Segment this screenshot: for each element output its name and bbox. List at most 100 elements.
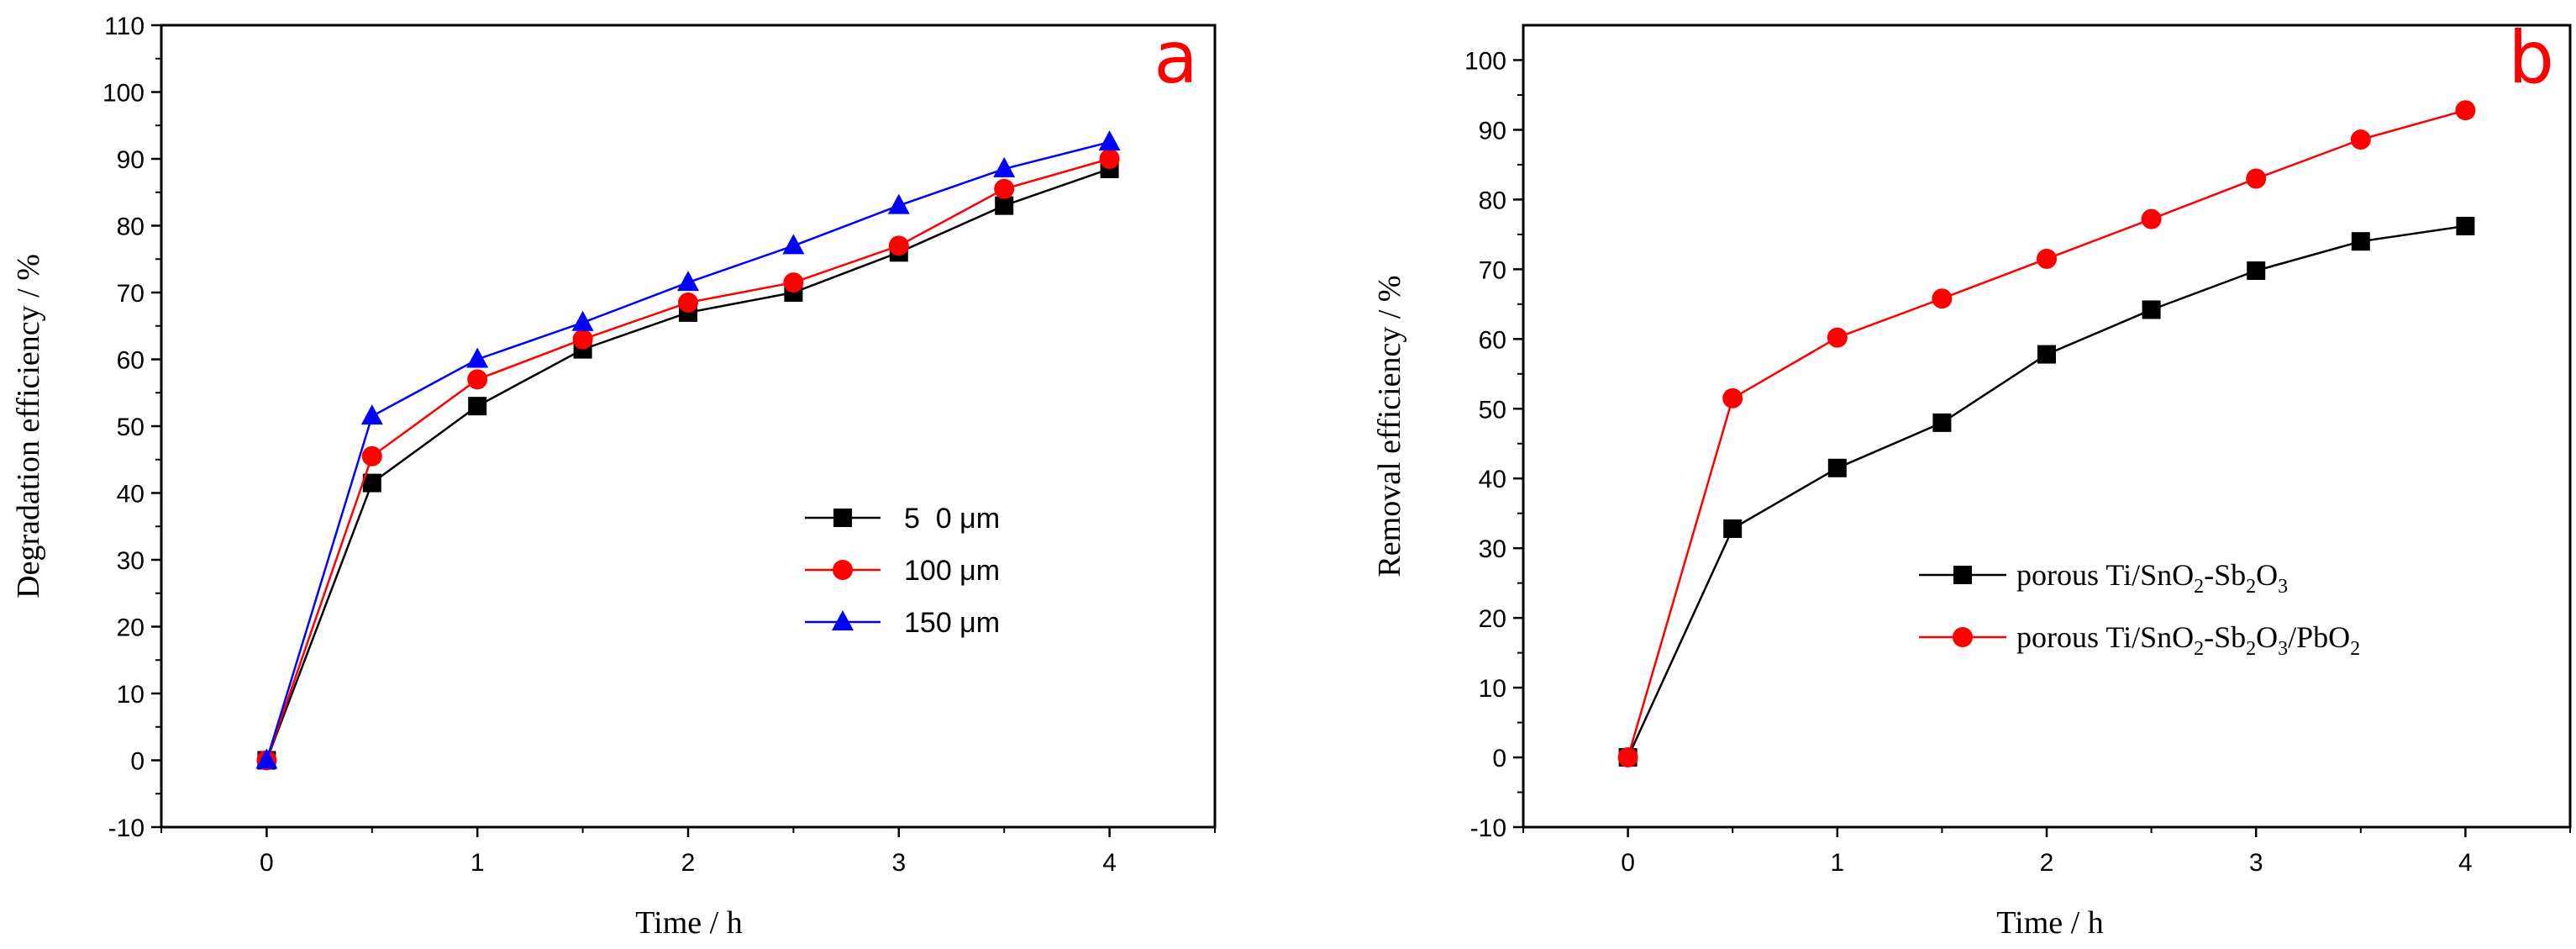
y-tick-label-a-8: 70 <box>117 280 145 308</box>
y-tick-label-b-9: 80 <box>1479 187 1506 214</box>
legend-a: 5 0 μm 100 μm 150 μm <box>805 503 1000 639</box>
y-tick-label-b-8: 70 <box>1479 256 1506 284</box>
x-tick-label-a-0: 0 <box>260 849 274 877</box>
data-point-b-porous-ti-sno2-sb2o3-pbo2-7 <box>2350 129 2371 150</box>
legend-label-150um: 150 μm <box>904 607 1000 639</box>
data-point-b-porous-ti-sno2-sb2o3-8 <box>2456 216 2475 235</box>
legend-marker-100um <box>833 560 853 580</box>
y-tick-label-a-5: 40 <box>117 481 145 509</box>
x-tick-label-b-0: 0 <box>1621 849 1635 877</box>
y-tick-label-a-9: 80 <box>117 214 145 241</box>
tick-marks-b <box>1513 59 2571 837</box>
x-tick-label-b-2: 2 <box>2040 849 2054 877</box>
tick-labels-a: 0 1 2 3 4 -10 0 10 20 30 40 50 60 70 80 90 100 110 <box>103 13 1117 877</box>
legend-entry-100um: 100 μm <box>805 555 1000 587</box>
panel-a: 0 1 2 3 4 -10 0 10 20 30 40 50 60 70 80 90 100 110 Time /… <box>11 13 1217 941</box>
legend-label-sno2-sb2o3: porous Ti/SnO2-Sb2O3 <box>2016 558 2288 598</box>
data-point-b-porous-ti-sno2-sb2o3-pbo2-8 <box>2455 100 2476 121</box>
legend-marker-50um <box>833 509 852 527</box>
y-tick-label-a-1: 0 <box>130 748 145 776</box>
data-point-b-porous-ti-sno2-sb2o3-pbo2-5 <box>2141 208 2162 229</box>
data-point-a-100-m-2 <box>467 369 488 390</box>
x-tick-label-a-3: 3 <box>891 849 906 877</box>
series-line-a-150-m <box>265 140 1110 761</box>
data-point-b-porous-ti-sno2-sb2o3-4 <box>2037 345 2056 364</box>
y-axis-title-b: Removal efficiency / % <box>1372 275 1407 577</box>
plot-frame-a <box>160 24 1217 829</box>
legend-label-100um: 100 μm <box>904 555 1000 587</box>
data-point-a-150-m-1 <box>360 404 383 425</box>
y-tick-label-b-6: 50 <box>1479 396 1506 424</box>
y-tick-label-a-10: 90 <box>117 146 145 174</box>
series-line-b-porous-ti-sno2-sb2o3 <box>1627 224 2466 758</box>
series-group-a <box>255 130 1121 771</box>
legend-entry-150um: 150 μm <box>805 607 1000 639</box>
legend-marker-sno2-sb2o3-pbo2 <box>1953 627 1973 647</box>
panel-label-a: a <box>1154 16 1198 100</box>
y-tick-label-b-11: 100 <box>1464 47 1506 75</box>
legend-entry-sno2-sb2o3-pbo2: porous Ti/SnO2-Sb2O3/PbO2 <box>1919 620 2360 660</box>
x-tick-label-a-4: 4 <box>1102 849 1117 877</box>
data-point-b-porous-ti-sno2-sb2o3-pbo2-6 <box>2246 168 2267 189</box>
data-point-a-5-0-m-1 <box>362 473 381 493</box>
data-point-a-150-m-7 <box>993 156 1016 177</box>
y-tick-label-a-7: 60 <box>117 347 145 375</box>
y-tick-label-a-4: 30 <box>117 547 145 575</box>
tick-marks-a <box>151 24 1216 837</box>
data-point-b-porous-ti-sno2-sb2o3-3 <box>1932 413 1952 432</box>
y-tick-label-a-0: -10 <box>108 815 145 842</box>
data-point-a-5-0-m-7 <box>995 196 1014 215</box>
data-point-b-porous-ti-sno2-sb2o3-pbo2-0 <box>1617 747 1638 768</box>
series-line-a-100-m <box>265 157 1110 761</box>
data-point-a-150-m-8 <box>1098 130 1121 151</box>
series-line-a-5-0-m <box>265 167 1111 761</box>
legend-entry-sno2-sb2o3: porous Ti/SnO2-Sb2O3 <box>1919 558 2288 598</box>
y-tick-label-a-11: 100 <box>103 80 145 108</box>
y-tick-label-a-3: 20 <box>117 614 145 642</box>
data-point-a-150-m-4 <box>677 271 699 292</box>
legend-label-sno2-sb2o3-pbo2: porous Ti/SnO2-Sb2O3/PbO2 <box>2016 620 2360 660</box>
y-tick-label-b-5: 40 <box>1479 466 1506 493</box>
data-point-b-porous-ti-sno2-sb2o3-6 <box>2247 261 2266 281</box>
y-tick-label-a-2: 10 <box>117 681 145 709</box>
series-line-b-porous-ti-sno2-sb2o3-pbo2 <box>1627 108 2466 758</box>
data-point-a-150-m-5 <box>782 234 805 255</box>
legend-marker-150um <box>832 610 854 630</box>
y-tick-label-b-0: -10 <box>1470 815 1506 842</box>
data-point-a-150-m-0 <box>255 748 278 769</box>
legend-b: porous Ti/SnO2-Sb2O3 porous Ti/SnO2-Sb2O… <box>1919 558 2360 660</box>
data-point-b-porous-ti-sno2-sb2o3-5 <box>2142 300 2161 319</box>
y-tick-label-b-7: 60 <box>1479 326 1506 354</box>
y-tick-label-b-3: 20 <box>1479 605 1506 633</box>
y-tick-label-b-4: 30 <box>1479 535 1506 563</box>
x-tick-label-b-4: 4 <box>2458 849 2473 877</box>
data-point-a-150-m-3 <box>571 310 594 331</box>
data-point-a-100-m-8 <box>1099 149 1120 169</box>
legend-entry-50um: 5 0 μm <box>805 503 1000 535</box>
series-group-b <box>1617 100 2476 768</box>
x-tick-label-b-1: 1 <box>1830 849 1844 877</box>
x-tick-label-a-2: 2 <box>681 849 696 877</box>
data-point-a-100-m-6 <box>888 235 909 256</box>
data-point-a-100-m-7 <box>994 178 1015 199</box>
y-tick-label-b-1: 0 <box>1492 745 1506 772</box>
y-tick-label-b-10: 90 <box>1479 117 1506 145</box>
y-tick-label-a-6: 50 <box>117 414 145 441</box>
data-point-a-100-m-4 <box>678 292 698 313</box>
legend-label-50um: 5 0 μm <box>904 503 1000 535</box>
data-point-a-150-m-6 <box>887 193 910 214</box>
y-axis-title-a: Degradation efficiency / % <box>11 254 46 598</box>
data-point-b-porous-ti-sno2-sb2o3-pbo2-2 <box>1827 327 1848 348</box>
data-point-a-5-0-m-2 <box>468 397 487 416</box>
x-axis-title-a: Time / h <box>635 905 742 941</box>
legend-marker-sno2-sb2o3 <box>1953 566 1972 584</box>
data-point-b-porous-ti-sno2-sb2o3-1 <box>1723 519 1743 538</box>
x-axis-title-b: Time / h <box>1996 905 2103 941</box>
plot-frame-b <box>1522 24 2572 829</box>
tick-labels-b: 0 1 2 3 4 -10 0 10 20 30 40 50 60 70 80 90 100 <box>1464 47 2473 877</box>
x-tick-label-a-1: 1 <box>471 849 485 877</box>
data-point-b-porous-ti-sno2-sb2o3-pbo2-3 <box>1932 288 1953 309</box>
data-point-b-porous-ti-sno2-sb2o3-pbo2-1 <box>1722 388 1743 409</box>
